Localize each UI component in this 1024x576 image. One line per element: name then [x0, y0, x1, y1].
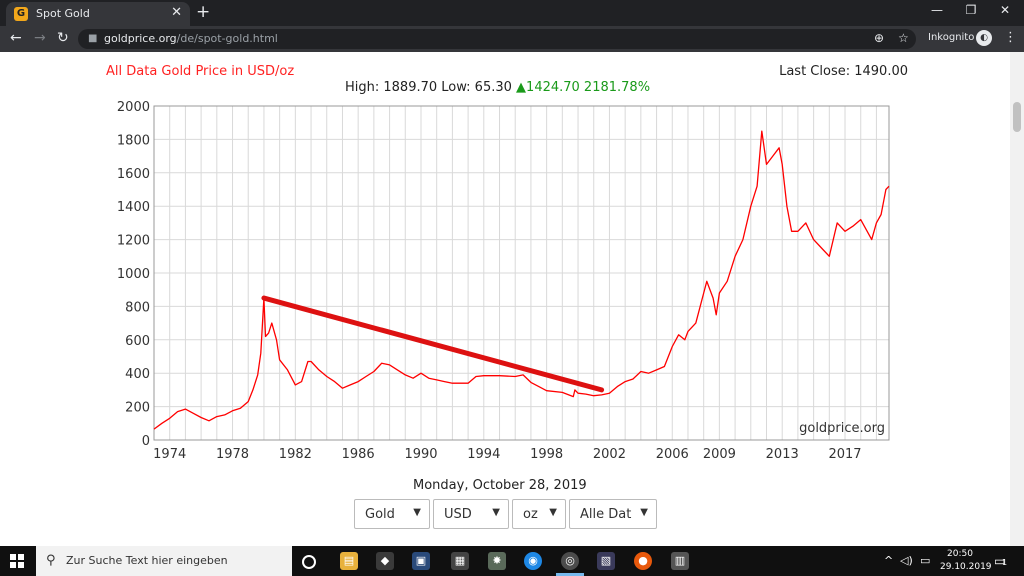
currency-select-value: USD: [444, 507, 472, 522]
browser-toolbar: ← → ↻ ■ goldprice.org/de/spot-gold.html …: [0, 26, 1024, 52]
x-tick-label: 1978: [216, 447, 249, 462]
network-icon[interactable]: ▭: [920, 554, 931, 567]
url-text: goldprice.org/de/spot-gold.html: [104, 32, 278, 45]
metal-select[interactable]: Gold ▼: [354, 499, 430, 529]
zoom-icon[interactable]: ⊕: [874, 31, 885, 45]
tray-chevron-icon[interactable]: ^: [884, 554, 894, 567]
chrome-active-indicator: [556, 573, 584, 576]
metal-select-value: Gold: [365, 507, 395, 522]
notification-icon[interactable]: ▭: [994, 554, 1006, 568]
x-tick-label: 2002: [593, 447, 626, 462]
y-tick-label: 1600: [117, 167, 150, 182]
monitor-app-icon[interactable]: ▣: [412, 552, 430, 570]
chrome-icon[interactable]: ◎: [561, 552, 579, 570]
incognito-icon[interactable]: ◐: [976, 30, 992, 46]
taskbar-search-placeholder: Zur Suche Text hier eingeben: [66, 554, 228, 567]
y-tick-label: 600: [125, 334, 150, 349]
y-tick-label: 400: [125, 367, 150, 382]
volume-icon[interactable]: ◁): [900, 554, 913, 567]
tab-spot-gold[interactable]: G Spot Gold ✕: [6, 2, 190, 26]
minimize-icon[interactable]: —: [931, 3, 943, 17]
scroll-thumb[interactable]: [1013, 102, 1021, 132]
high-low-summary: High: 1889.70 Low: 65.30 ▲1424.70 2181.7…: [345, 80, 650, 95]
browser-app-icon[interactable]: ◉: [524, 552, 542, 570]
url-domain: goldprice.org: [104, 32, 177, 45]
tab-title: Spot Gold: [36, 7, 90, 20]
app-icon-2[interactable]: ✸: [488, 552, 506, 570]
tab-strip: G Spot Gold ✕ + — ❐ ✕: [0, 0, 1024, 26]
page-scrollbar[interactable]: [1010, 52, 1024, 546]
incognito-label: Inkognito: [928, 32, 975, 43]
gold-price-line: [153, 130, 890, 430]
last-close: Last Close: 1490.00: [779, 64, 908, 79]
chevron-down-icon: ▼: [640, 507, 648, 518]
unit-select-value: oz: [523, 507, 538, 522]
search-icon: ⚲: [46, 553, 56, 568]
x-tick-label: 1994: [467, 447, 500, 462]
x-tick-label: 1990: [404, 447, 437, 462]
y-tick-label: 2000: [117, 100, 150, 115]
firefox-icon[interactable]: ●: [634, 552, 652, 570]
range-select[interactable]: Alle Dat ▼: [569, 499, 657, 529]
x-tick-label: 1998: [530, 447, 563, 462]
chevron-down-icon: ▼: [413, 507, 421, 518]
x-tick-label: 2006: [656, 447, 689, 462]
taskbar-search[interactable]: ⚲ Zur Suche Text hier eingeben: [36, 546, 292, 576]
x-tick-label: 1974: [153, 447, 186, 462]
plot-frame: [153, 105, 890, 441]
tab-close-icon[interactable]: ✕: [171, 5, 182, 20]
y-tick-label: 1200: [117, 234, 150, 249]
taskbar-clock[interactable]: 20:50 29.10.2019: [940, 548, 992, 574]
calculator-icon[interactable]: ▦: [451, 552, 469, 570]
high-low-text: High: 1889.70 Low: 65.30: [345, 80, 512, 95]
address-bar[interactable]: ■ goldprice.org/de/spot-gold.html ⊕ ☆: [78, 29, 916, 49]
chart-date: Monday, October 28, 2019: [413, 478, 587, 493]
app-icon-4[interactable]: ▥: [671, 552, 689, 570]
x-tick-label: 2009: [703, 447, 736, 462]
new-tab-icon[interactable]: +: [196, 2, 211, 22]
windows-taskbar: ⚲ Zur Suche Text hier eingeben ▤ ◆ ▣ ▦ ✸…: [0, 546, 1024, 576]
lock-icon: ■: [88, 33, 98, 44]
chevron-down-icon: ▼: [549, 507, 557, 518]
forward-icon[interactable]: →: [34, 30, 46, 46]
x-tick-label: 2013: [766, 447, 799, 462]
windows-start-icon[interactable]: [10, 554, 24, 568]
trend-line: [261, 295, 605, 393]
y-tick-label: 1000: [117, 267, 150, 282]
menu-icon[interactable]: ⋮: [1004, 30, 1017, 45]
y-tick-label: 1400: [117, 200, 150, 215]
clock-time: 20:50: [947, 549, 973, 559]
app-icon-3[interactable]: ▧: [597, 552, 615, 570]
gold-price-chart: 0 200 400 600 800 1000 1200 1400 1600 1800 2000 197…: [117, 100, 890, 462]
window-close-icon[interactable]: ✕: [999, 3, 1011, 17]
notification-count: 1: [1002, 558, 1008, 567]
goldprice-favicon-icon: G: [14, 7, 28, 21]
bookmark-star-icon[interactable]: ☆: [898, 31, 909, 45]
task-view-icon[interactable]: [302, 555, 316, 569]
file-explorer-icon[interactable]: ▤: [340, 552, 358, 570]
back-icon[interactable]: ←: [10, 30, 22, 46]
currency-select[interactable]: USD ▼: [433, 499, 509, 529]
y-tick-label: 800: [125, 300, 150, 315]
x-tick-label: 1982: [279, 447, 312, 462]
x-tick-label: 2017: [828, 447, 861, 462]
x-tick-label: 1986: [342, 447, 375, 462]
app-icon[interactable]: ◆: [376, 552, 394, 570]
watermark: goldprice.org: [799, 421, 885, 436]
chart-title: All Data Gold Price in USD/oz: [106, 64, 295, 79]
clock-date: 29.10.2019: [940, 562, 992, 572]
unit-select[interactable]: oz ▼: [512, 499, 566, 529]
change-text: ▲1424.70 2181.78%: [516, 80, 651, 95]
restore-icon[interactable]: ❐: [965, 3, 977, 17]
page-content: All Data Gold Price in USD/oz Last Close…: [0, 52, 1010, 546]
range-select-value: Alle Dat: [580, 507, 632, 522]
y-tick-label: 0: [142, 434, 150, 449]
y-tick-label: 1800: [117, 133, 150, 148]
reload-icon[interactable]: ↻: [57, 30, 69, 46]
chevron-down-icon: ▼: [492, 507, 500, 518]
y-tick-label: 200: [125, 401, 150, 416]
url-path: /de/spot-gold.html: [176, 32, 278, 45]
